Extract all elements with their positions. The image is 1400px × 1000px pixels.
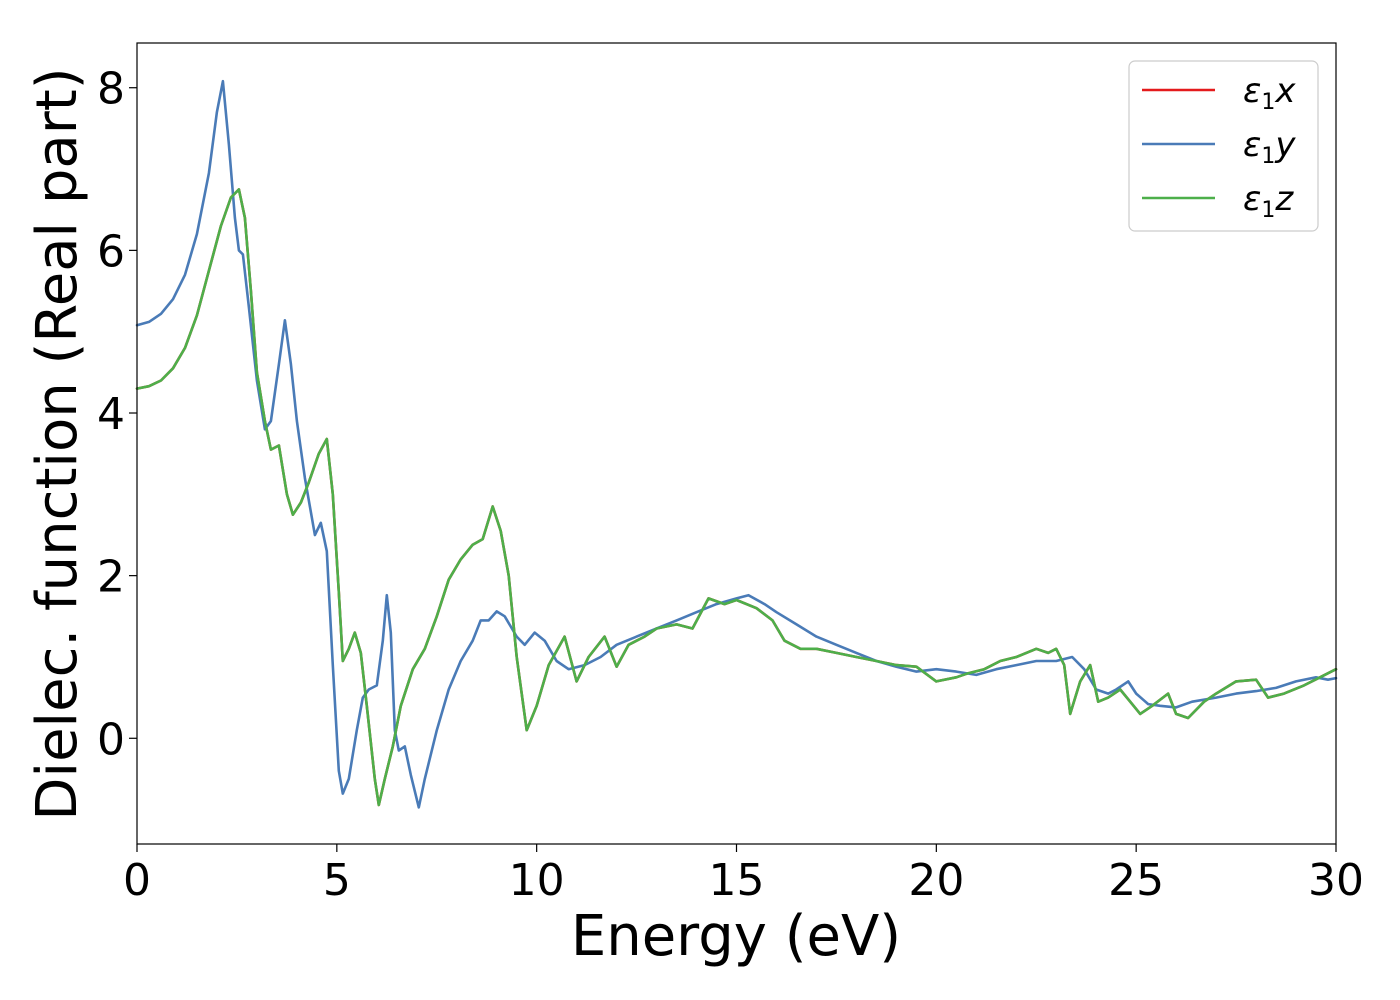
- series-layer: [135, 79, 1338, 809]
- legend-label-y: ε1y: [1243, 125, 1296, 169]
- x-tick-label: 25: [1108, 855, 1164, 906]
- x-tick-label: 0: [123, 855, 151, 906]
- x-tick-label: 15: [709, 855, 765, 906]
- series-line-x: [135, 188, 1338, 807]
- y-tick-label: 4: [97, 389, 125, 440]
- legend-label-z: ε1z: [1243, 179, 1294, 223]
- x-tick-label: 30: [1308, 855, 1364, 906]
- legend: ε1x ε1y ε1z: [1128, 60, 1319, 232]
- tick-layer: 0 5 10 15 20 25 30 0 2 4 6 8: [97, 64, 1364, 906]
- series-line-z: [135, 188, 1338, 807]
- x-tick-label: 20: [908, 855, 964, 906]
- legend-box: [1128, 60, 1319, 232]
- y-tick-label: 6: [97, 226, 125, 277]
- legend-label-x: ε1x: [1243, 71, 1296, 115]
- y-tick-label: 0: [97, 714, 125, 765]
- y-tick-label: 2: [97, 552, 125, 603]
- series-line-y: [135, 79, 1338, 809]
- x-axis-title: Energy (eV): [571, 904, 901, 969]
- x-tick-label: 10: [509, 855, 565, 906]
- x-tick-label: 5: [323, 855, 351, 906]
- y-tick-label: 8: [97, 64, 125, 115]
- y-axis-title: Dielec. function (Real part): [25, 67, 90, 820]
